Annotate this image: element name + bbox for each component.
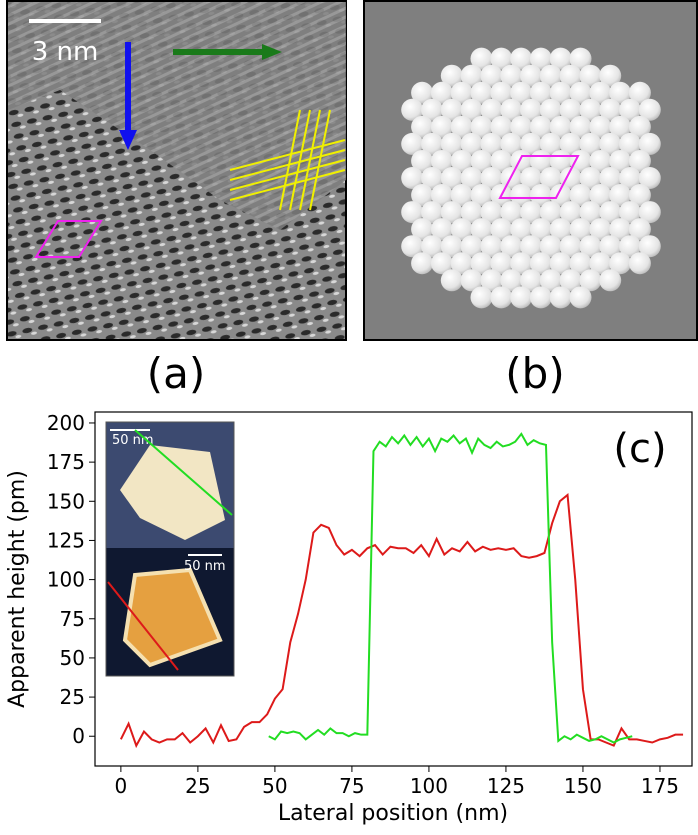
y-tick-label: 75: [60, 607, 85, 631]
atom: [490, 286, 512, 308]
atom: [471, 286, 493, 308]
figure: 3 nm (a) (b) (c) Lateral position (nm) A…: [0, 0, 698, 831]
atom: [570, 286, 592, 308]
panel-label: (b): [505, 349, 564, 398]
panel-a: 3 nm: [7, 1, 346, 340]
scale-bar-label: 50 nm: [184, 559, 226, 574]
x-tick-label: 125: [487, 774, 525, 798]
atom: [441, 269, 463, 291]
x-tick-label: 25: [185, 774, 210, 798]
panel-b: [364, 1, 697, 340]
x-tick-label: 75: [339, 774, 364, 798]
x-tick-label: 175: [641, 774, 679, 798]
atom: [411, 252, 433, 274]
x-tick-label: 50: [262, 774, 287, 798]
y-tick-label: 100: [47, 568, 85, 592]
x-tick-label: 150: [564, 774, 602, 798]
x-axis-label: Lateral position (nm): [278, 801, 508, 826]
x-tick-label: 100: [410, 774, 448, 798]
atom: [599, 269, 621, 291]
atom: [550, 286, 572, 308]
scale-bar-label: 3 nm: [32, 37, 99, 67]
data-line: [269, 434, 633, 743]
inset: 50 nm 50 nm: [106, 422, 234, 676]
atom: [629, 252, 651, 274]
y-tick-label: 200: [47, 411, 85, 435]
y-tick-label: 125: [47, 528, 85, 552]
atom: [530, 286, 552, 308]
atom: [510, 286, 532, 308]
y-tick-label: 0: [72, 724, 85, 748]
x-tick-label: 0: [115, 774, 128, 798]
chart: (c) Lateral position (nm) Apparent heigh…: [5, 411, 692, 826]
y-tick-label: 50: [60, 646, 85, 670]
y-axis-label: Apparent height (pm): [5, 470, 30, 708]
y-tick-label: 175: [47, 450, 85, 474]
panel-label: (a): [147, 349, 206, 398]
panel-label: (c): [613, 426, 666, 472]
y-tick-label: 150: [47, 489, 85, 513]
y-tick-label: 25: [60, 685, 85, 709]
